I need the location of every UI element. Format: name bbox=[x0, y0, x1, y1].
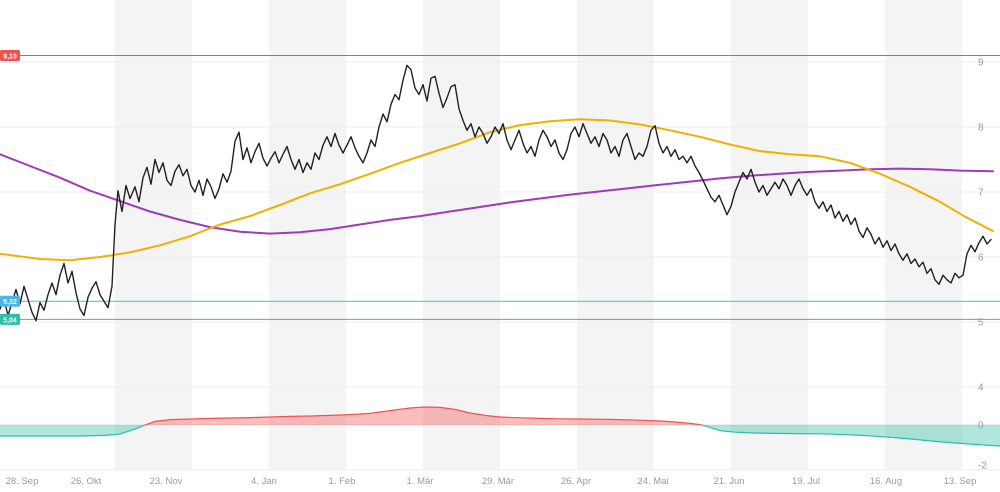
y-axis-label-main: 7 bbox=[978, 188, 984, 199]
oscillator-line-negative bbox=[0, 425, 1000, 447]
x-axis-label: 26. Apr bbox=[561, 476, 591, 487]
background-stripe bbox=[577, 0, 654, 470]
level-badge-label: 5,04 bbox=[3, 317, 17, 324]
x-axis-label: 26. Okt bbox=[71, 476, 102, 487]
background-stripe bbox=[885, 0, 962, 470]
background-stripe bbox=[423, 0, 500, 470]
x-axis-label: 23. Nov bbox=[150, 476, 183, 487]
x-axis-label: 21. Jun bbox=[713, 476, 744, 487]
level-badge bbox=[0, 313, 20, 325]
x-axis-label: 19. Jul bbox=[792, 476, 820, 487]
y-axis-label-lower: -2 bbox=[978, 461, 987, 472]
x-axis-label: 29. Mär bbox=[482, 476, 514, 487]
oscillator-area-negative bbox=[0, 425, 1000, 446]
x-axis-label: 1. Feb bbox=[329, 476, 356, 487]
ma-slow-line bbox=[0, 153, 994, 235]
level-badge-label: 5,32 bbox=[3, 299, 17, 306]
ma-fast-line bbox=[0, 118, 994, 262]
x-axis-label: 28. Sep bbox=[6, 476, 39, 487]
x-axis-label: 16. Aug bbox=[870, 476, 902, 487]
y-axis-label-lower: 0 bbox=[978, 421, 984, 432]
x-axis-label: 1. Mär bbox=[407, 476, 434, 487]
y-axis-label-main: 8 bbox=[978, 123, 984, 134]
y-axis-label-main: 5 bbox=[978, 318, 984, 329]
y-axis-label-main: 9 bbox=[978, 58, 984, 69]
y-axis-label-main: 6 bbox=[978, 253, 984, 264]
oscillator-line-positive bbox=[143, 406, 704, 425]
x-axis-label: 4. Jan bbox=[251, 476, 277, 487]
price-line bbox=[0, 64, 992, 322]
level-badge bbox=[0, 50, 20, 61]
y-axis-label-main: 4 bbox=[978, 383, 984, 394]
background-stripe bbox=[115, 0, 192, 470]
level-badge-label: 9,10 bbox=[3, 54, 17, 61]
oscillator-area-positive bbox=[0, 407, 1000, 425]
x-axis-label: 24. Mai bbox=[637, 476, 668, 487]
background-stripe bbox=[269, 0, 346, 470]
background-stripe bbox=[731, 0, 808, 470]
level-badge bbox=[0, 295, 20, 307]
x-axis-label: 13. Sep bbox=[944, 476, 977, 487]
